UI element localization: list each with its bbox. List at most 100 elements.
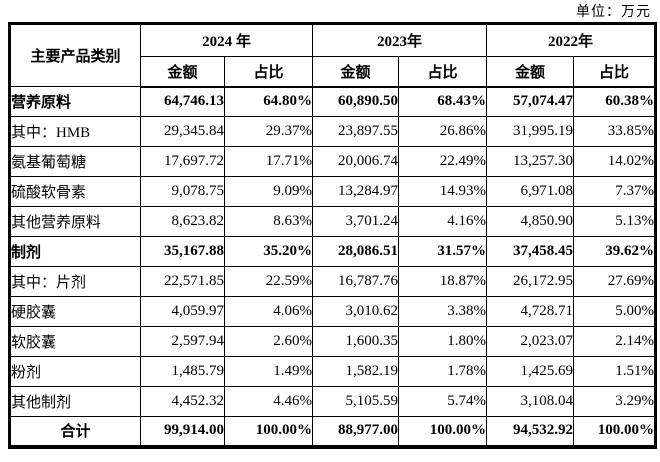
table-row-other-preparations: 其他制剂 4,452.32 4.46% 5,105.59 5.74% 3,108…	[9, 386, 657, 417]
ratio-2022: 39.62%	[573, 236, 657, 267]
header-row-subcolumns: 金额 占比 金额 占比 金额 占比	[10, 56, 657, 88]
amount-2023: 23,897.55	[312, 116, 400, 147]
ratio-2023: 3.38%	[398, 296, 488, 327]
amount-2023: 1,600.35	[312, 326, 400, 357]
ratio-2023: 4.16%	[398, 206, 488, 237]
amount-2024: 4,452.32	[140, 386, 225, 417]
ratio-2024: 4.06%	[223, 296, 314, 327]
amount-2024: 17,697.72	[140, 146, 225, 177]
ratio-2023: 68.43%	[398, 86, 488, 117]
ratio-2024: 22.59%	[223, 266, 314, 297]
row-label: 其他制剂	[9, 386, 141, 417]
amount-2024: 29,345.84	[140, 116, 225, 147]
amount-2024: 99,914.00	[140, 416, 225, 447]
ratio-2024: 35.20%	[223, 236, 314, 267]
amount-2024: 9,078.75	[140, 176, 225, 207]
table-row-glucosamine: 氨基葡萄糖 17,697.72 17.71% 20,006.74 22.49% …	[9, 146, 657, 177]
col-header-category: 主要产品类别	[9, 23, 141, 87]
amount-2022: 57,074.47	[486, 86, 575, 117]
table-row-powder: 粉剂 1,485.79 1.49% 1,582.19 1.78% 1,425.6…	[9, 356, 657, 387]
amount-2022: 13,257.30	[486, 146, 575, 177]
amount-2023: 16,787.76	[312, 266, 400, 297]
col-header-ratio-2023: 占比	[398, 56, 488, 88]
ratio-2022: 2.14%	[573, 326, 657, 357]
ratio-2023: 31.57%	[398, 236, 488, 267]
ratio-2023: 5.74%	[398, 386, 488, 417]
ratio-2022: 100.00%	[573, 416, 657, 447]
ratio-2024: 8.63%	[223, 206, 314, 237]
ratio-2022: 60.38%	[573, 86, 657, 117]
ratio-2022: 1.51%	[573, 356, 657, 387]
col-header-year-2023: 2023年	[312, 23, 488, 57]
ratio-2024: 4.46%	[223, 386, 314, 417]
amount-2022: 94,532.92	[486, 416, 575, 447]
row-label: 合计	[9, 416, 141, 447]
table-row-nutrition-materials: 营养原料 64,746.13 64.80% 60,890.50 68.43% 5…	[9, 86, 657, 117]
row-label: 制剂	[9, 236, 141, 267]
col-header-ratio-2022: 占比	[573, 56, 657, 88]
ratio-2022: 3.29%	[573, 386, 657, 417]
ratio-2023: 1.80%	[398, 326, 488, 357]
ratio-2024: 29.37%	[223, 116, 314, 147]
amount-2024: 1,485.79	[140, 356, 225, 387]
ratio-2024: 64.80%	[223, 86, 314, 117]
amount-2022: 1,425.69	[486, 356, 575, 387]
row-label: 硫酸软骨素	[9, 176, 141, 207]
ratio-2023: 1.78%	[398, 356, 488, 387]
row-label: 营养原料	[9, 86, 141, 117]
ratio-2022: 33.85%	[573, 116, 657, 147]
amount-2023: 28,086.51	[312, 236, 400, 267]
ratio-2023: 26.86%	[398, 116, 488, 147]
table-row-chondroitin-sulfate: 硫酸软骨素 9,078.75 9.09% 13,284.97 14.93% 6,…	[9, 176, 657, 207]
amount-2022: 4,728.71	[486, 296, 575, 327]
amount-2023: 1,582.19	[312, 356, 400, 387]
row-label: 粉剂	[9, 356, 141, 387]
header-row-years: 主要产品类别 2024 年 2023年 2022年	[9, 23, 657, 87]
ratio-2024: 100.00%	[223, 416, 314, 447]
table-row-preparations: 制剂 35,167.88 35.20% 28,086.51 31.57% 37,…	[9, 236, 657, 267]
amount-2023: 3,701.24	[312, 206, 400, 237]
row-label: 其中：片剂	[9, 266, 141, 297]
col-header-amount-2022: 金额	[486, 56, 575, 88]
amount-2022: 26,172.95	[486, 266, 575, 297]
ratio-2023: 100.00%	[398, 416, 488, 447]
ratio-2022: 5.13%	[573, 206, 657, 237]
row-label: 氨基葡萄糖	[9, 146, 141, 177]
amount-2024: 2,597.94	[140, 326, 225, 357]
row-label: 其中：HMB	[9, 116, 141, 147]
amount-2024: 35,167.88	[140, 236, 225, 267]
ratio-2024: 9.09%	[223, 176, 314, 207]
table-row-soft-capsules: 软胶囊 2,597.94 2.60% 1,600.35 1.80% 2,023.…	[9, 326, 657, 357]
ratio-2022: 7.37%	[573, 176, 657, 207]
table-row-total: 合计 99,914.00 100.00% 88,977.00 100.00% 9…	[9, 416, 657, 447]
amount-2022: 37,458.45	[486, 236, 575, 267]
amount-2024: 64,746.13	[140, 86, 225, 117]
amount-2024: 22,571.85	[140, 266, 225, 297]
amount-2023: 5,105.59	[312, 386, 400, 417]
ratio-2024: 2.60%	[223, 326, 314, 357]
table-row-tablets: 其中：片剂 22,571.85 22.59% 16,787.76 18.87% …	[9, 266, 657, 297]
amount-2022: 4,850.90	[486, 206, 575, 237]
product-category-table: 主要产品类别 2024 年 2023年 2022年 金额 占比 金额 占比 金额…	[8, 22, 658, 449]
ratio-2023: 14.93%	[398, 176, 488, 207]
amount-2022: 31,995.19	[486, 116, 575, 147]
ratio-2023: 18.87%	[398, 266, 488, 297]
ratio-2022: 5.00%	[573, 296, 657, 327]
amount-2023: 60,890.50	[312, 86, 400, 117]
amount-2022: 6,971.08	[486, 176, 575, 207]
col-header-amount-2023: 金额	[312, 56, 400, 88]
ratio-2023: 22.49%	[398, 146, 488, 177]
amount-2024: 4,059.97	[140, 296, 225, 327]
row-label: 软胶囊	[9, 326, 141, 357]
row-label: 硬胶囊	[9, 296, 141, 327]
amount-2023: 13,284.97	[312, 176, 400, 207]
amount-2023: 88,977.00	[312, 416, 400, 447]
col-header-year-2024: 2024 年	[139, 23, 314, 57]
unit-label: 单位：万元	[576, 5, 651, 20]
col-header-amount-2024: 金额	[140, 56, 225, 88]
row-label: 其他营养原料	[9, 206, 141, 237]
table-row-other-nutrition-materials: 其他营养原料 8,623.82 8.63% 3,701.24 4.16% 4,8…	[9, 206, 657, 237]
ratio-2024: 17.71%	[223, 146, 314, 177]
amount-2024: 8,623.82	[140, 206, 225, 237]
